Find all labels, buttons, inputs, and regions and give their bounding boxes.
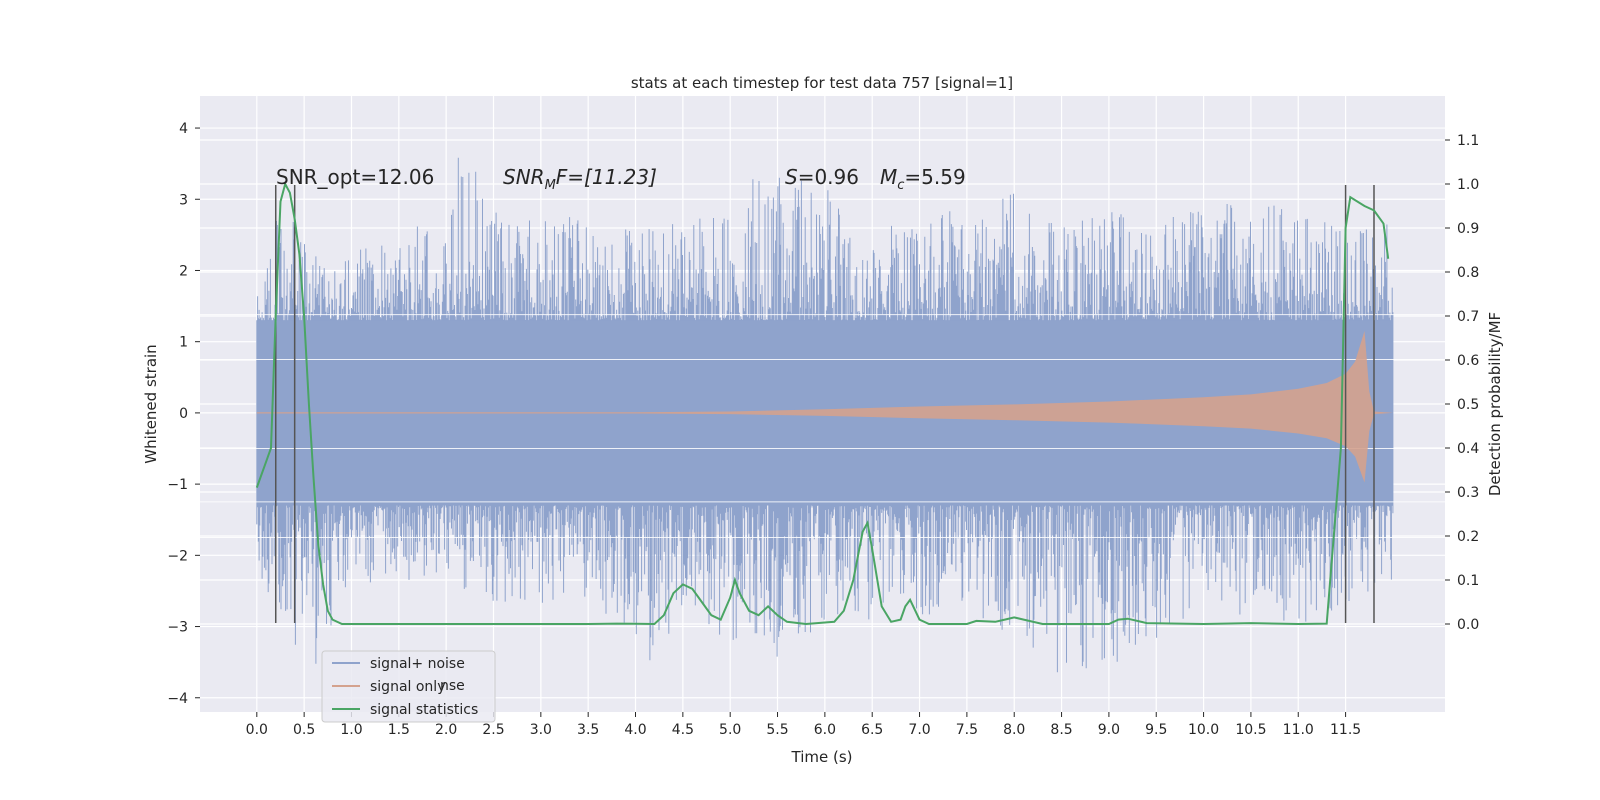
yr-tick-label-5: 0.6: [1457, 353, 1479, 369]
y-tick-label-5: −1: [167, 477, 188, 493]
x-axis-label: Time (s): [791, 748, 853, 766]
legend: nse signal+ noise signal only signal sta…: [321, 650, 496, 723]
y-tick-label-0: 4: [179, 121, 188, 137]
yr-tick-label-6: 0.5: [1457, 397, 1479, 413]
x-tick-label-18: 9.0: [1098, 722, 1120, 738]
x-tick-label-9: 4.5: [672, 722, 694, 738]
y-axis-label: Whitened strain: [142, 344, 160, 463]
y-tick-label-3: 1: [179, 335, 188, 351]
yr-tick-label-2: 0.9: [1457, 221, 1479, 237]
yr-tick-label-10: 0.1: [1457, 573, 1479, 589]
x-tick-label-5: 2.5: [482, 722, 504, 738]
stat-series: [255, 181, 1390, 626]
x-tick-label-2: 1.0: [340, 722, 362, 738]
y-tick-label-8: −4: [167, 691, 188, 707]
vertical-markers: [274, 185, 1375, 623]
s-value: =0.96: [798, 165, 859, 189]
annotation-s: S=0.96: [785, 165, 859, 189]
x-tick-label-7: 3.5: [577, 722, 599, 738]
x-tick-label-12: 6.0: [814, 722, 836, 738]
yr-tick-label-11: 0.0: [1457, 617, 1479, 633]
x-tick-label-8: 4.0: [624, 722, 646, 738]
chart-title: stats at each timestep for test data 757…: [631, 74, 1013, 92]
legend-ghost-text: nse: [440, 678, 465, 694]
mc-prefix: M: [880, 165, 897, 189]
x-tick-label-14: 7.0: [908, 722, 930, 738]
x-tick-label-15: 7.5: [956, 722, 978, 738]
y-tick-label-4: 0: [179, 406, 188, 422]
signal-envelope: [256, 331, 1393, 483]
x-tick-label-10: 5.0: [719, 722, 741, 738]
y-tick-label-1: 3: [179, 192, 188, 208]
snr-mf-sub: M: [545, 178, 556, 193]
annotation-snr-opt: SNR_opt=12.06: [276, 165, 434, 189]
snr-mf-prefix: SNR: [503, 165, 545, 189]
yr-tick-label-8: 0.3: [1457, 485, 1479, 501]
x-tick-label-4: 2.0: [435, 722, 457, 738]
legend-label-stat: signal statistics: [370, 702, 478, 718]
x-tick-label-0: 0.0: [246, 722, 268, 738]
yr-tick-label-4: 0.7: [1457, 309, 1479, 325]
x-tick-label-21: 10.5: [1235, 722, 1266, 738]
yr-tick-label-7: 0.4: [1457, 441, 1479, 457]
x-tick-label-16: 8.0: [1003, 722, 1025, 738]
legend-box: [321, 650, 496, 723]
x-tick-label-1: 0.5: [293, 722, 315, 738]
annotation-snr-mf: SNRMF=[11.23]: [503, 165, 657, 193]
annotation-mc: Mc=5.59: [880, 165, 966, 193]
x-tick-label-19: 9.5: [1145, 722, 1167, 738]
y-tick-label-7: −3: [167, 620, 188, 636]
y-right-axis-label: Detection probability/MF: [1486, 312, 1504, 496]
x-tick-label-20: 10.0: [1188, 722, 1219, 738]
signal-series: [256, 331, 1393, 483]
y-tick-label-2: 2: [179, 263, 188, 279]
s-prefix: S: [785, 165, 798, 189]
legend-label-signal: signal only: [370, 679, 445, 695]
stat-line: [255, 181, 1390, 626]
x-tick-label-13: 6.5: [861, 722, 883, 738]
mc-sub: c: [897, 178, 904, 193]
snr-mf-suffix: F=[11.23]: [556, 165, 657, 189]
y-tick-label-6: −2: [167, 548, 188, 564]
yr-tick-label-3: 0.8: [1457, 265, 1479, 281]
x-tick-label-3: 1.5: [388, 722, 410, 738]
x-tick-label-6: 3.0: [530, 722, 552, 738]
x-tick-label-23: 11.5: [1330, 722, 1361, 738]
yr-tick-label-0: 1.1: [1457, 133, 1479, 149]
x-tick-label-17: 8.5: [1050, 722, 1072, 738]
x-tick-label-11: 5.5: [766, 722, 788, 738]
legend-label-noise: signal+ noise: [370, 656, 465, 672]
mc-value: =5.59: [904, 165, 965, 189]
x-tick-label-22: 11.0: [1283, 722, 1314, 738]
tick-labels: 0.0 0.5 1.0 1.5 2.0 2.5 3.0 3.5 4.0 4.5 5.0 5.5 6.0 6…: [167, 121, 1479, 738]
yr-tick-label-1: 1.0: [1457, 177, 1479, 193]
yr-tick-label-9: 0.2: [1457, 529, 1479, 545]
